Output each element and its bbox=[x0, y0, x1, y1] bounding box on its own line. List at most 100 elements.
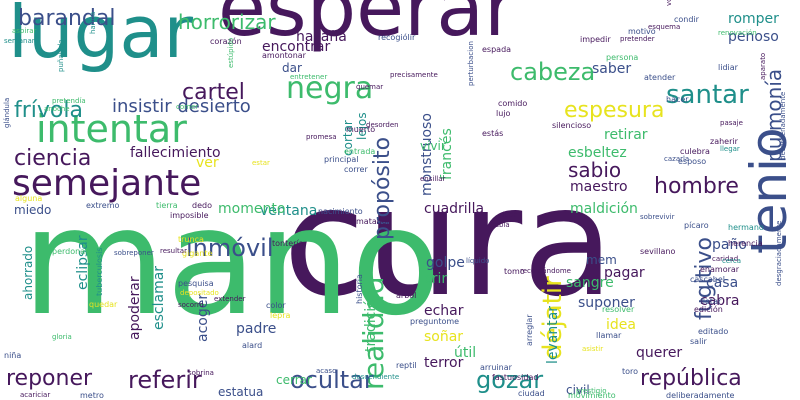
word-129: herencia bbox=[728, 239, 763, 248]
word-130: niña bbox=[4, 351, 22, 360]
word-159: acariciar bbox=[20, 391, 51, 399]
word-181: aspirar bbox=[12, 27, 37, 35]
word-104: extremo bbox=[86, 201, 120, 210]
word-161: depositado bbox=[180, 289, 219, 297]
word-44: momento bbox=[218, 201, 286, 217]
word-13: ciencia bbox=[14, 146, 92, 171]
word-97: principal bbox=[324, 155, 359, 164]
word-105: trunca bbox=[178, 235, 204, 244]
word-30: hazaña bbox=[296, 29, 347, 45]
word-166: desorden bbox=[366, 121, 399, 129]
word-1: mano bbox=[22, 176, 442, 348]
word-61: terror bbox=[424, 355, 464, 371]
word-14: frívola bbox=[14, 98, 83, 123]
word-82: comido bbox=[498, 99, 528, 108]
word-98: correr bbox=[344, 165, 368, 174]
word-5: intentar bbox=[36, 107, 187, 151]
word-109: tuberculosis bbox=[95, 247, 104, 296]
word-3: lugar bbox=[8, 0, 194, 74]
word-154: sobreponer bbox=[114, 249, 154, 257]
word-118: arreglar bbox=[525, 314, 534, 346]
word-148: perturbacion bbox=[467, 41, 475, 86]
word-20: ocultar bbox=[290, 366, 374, 394]
word-81: corazón bbox=[210, 37, 242, 46]
word-57: idea bbox=[606, 317, 636, 333]
word-153: resultar bbox=[160, 247, 187, 255]
word-144: comer bbox=[176, 103, 199, 111]
word-160: extender bbox=[214, 295, 246, 303]
word-62: querer bbox=[636, 345, 683, 361]
word-168: esquema bbox=[648, 23, 681, 31]
word-46: apoderar bbox=[127, 276, 143, 340]
word-152: aparato bbox=[759, 52, 767, 80]
word-113: historia bbox=[355, 274, 364, 304]
word-78: espada bbox=[482, 45, 512, 54]
word-128: hermano bbox=[728, 223, 764, 232]
word-11: cabeza bbox=[510, 58, 596, 86]
word-182: sobrevivir bbox=[640, 213, 675, 221]
word-163: precisamente bbox=[390, 71, 438, 79]
word-89: hacer bbox=[666, 95, 689, 104]
word-155: socorro bbox=[178, 301, 204, 309]
word-80: amontonar bbox=[262, 51, 306, 60]
word-116: resolver bbox=[602, 305, 635, 314]
word-150: estar bbox=[252, 159, 270, 167]
word-123: cascabel bbox=[690, 275, 725, 284]
word-100: nacimiento bbox=[318, 207, 363, 216]
word-58: echar bbox=[424, 303, 464, 319]
word-9: negra bbox=[286, 71, 374, 106]
word-38: saber bbox=[592, 61, 632, 77]
word-51: sangre bbox=[566, 275, 614, 291]
word-141: desordenadamente bbox=[779, 91, 787, 160]
word-34: maestro bbox=[570, 179, 628, 195]
word-95: muerto bbox=[346, 125, 376, 134]
word-64: tradición bbox=[363, 290, 379, 352]
word-134: ciudad bbox=[518, 389, 545, 398]
word-83: lujo bbox=[496, 109, 511, 118]
word-165: semanar bbox=[4, 37, 35, 45]
word-40: romper bbox=[728, 11, 779, 27]
word-65: crir bbox=[424, 271, 448, 287]
word-73: civil bbox=[566, 383, 590, 397]
word-84: estás bbox=[482, 129, 504, 138]
word-77: impedir bbox=[580, 35, 611, 44]
word-28: sabio bbox=[568, 158, 622, 182]
word-107: tontería bbox=[272, 239, 304, 248]
word-108: pesquisa bbox=[178, 279, 214, 288]
word-66: mem bbox=[586, 253, 617, 267]
word-96: entrada bbox=[344, 147, 376, 156]
word-69: miedo bbox=[14, 203, 52, 217]
word-102: tierra bbox=[156, 201, 178, 210]
word-43: ventana bbox=[260, 203, 318, 219]
word-140: desgraciadamente bbox=[775, 220, 783, 286]
word-111: lepra bbox=[270, 311, 291, 320]
word-12: barandal bbox=[18, 6, 116, 31]
word-26: espesura bbox=[564, 98, 665, 123]
word-47: esclamar bbox=[151, 265, 167, 330]
word-17: hombre bbox=[654, 174, 739, 199]
word-72: estatua bbox=[218, 385, 264, 399]
word-6: semejante bbox=[12, 163, 202, 204]
word-164: pretender bbox=[620, 35, 655, 43]
word-67: dar bbox=[282, 61, 302, 75]
word-175: líquido bbox=[466, 257, 490, 265]
word-106: gigante bbox=[182, 249, 213, 258]
word-52: suponer bbox=[578, 295, 635, 311]
word-91: persona bbox=[606, 53, 639, 62]
word-94: zaherir bbox=[710, 137, 738, 146]
word-22: república bbox=[640, 366, 742, 391]
word-75: vivir bbox=[420, 139, 446, 153]
word-121: sevillano bbox=[640, 247, 676, 256]
word-183: caridad bbox=[712, 255, 739, 263]
word-173: duda bbox=[500, 211, 518, 219]
word-167: quemar bbox=[356, 83, 384, 91]
word-172: ensillar bbox=[420, 175, 446, 183]
word-56: cabra bbox=[700, 293, 740, 309]
word-158: sobrina bbox=[188, 369, 214, 377]
word-2: esperar bbox=[218, 0, 517, 54]
word-92: motivo bbox=[628, 27, 656, 36]
word-138: metro bbox=[80, 391, 104, 400]
word-171: cazarla bbox=[664, 155, 690, 163]
word-117: llamar bbox=[596, 331, 622, 340]
word-177: descendiente bbox=[352, 373, 400, 381]
